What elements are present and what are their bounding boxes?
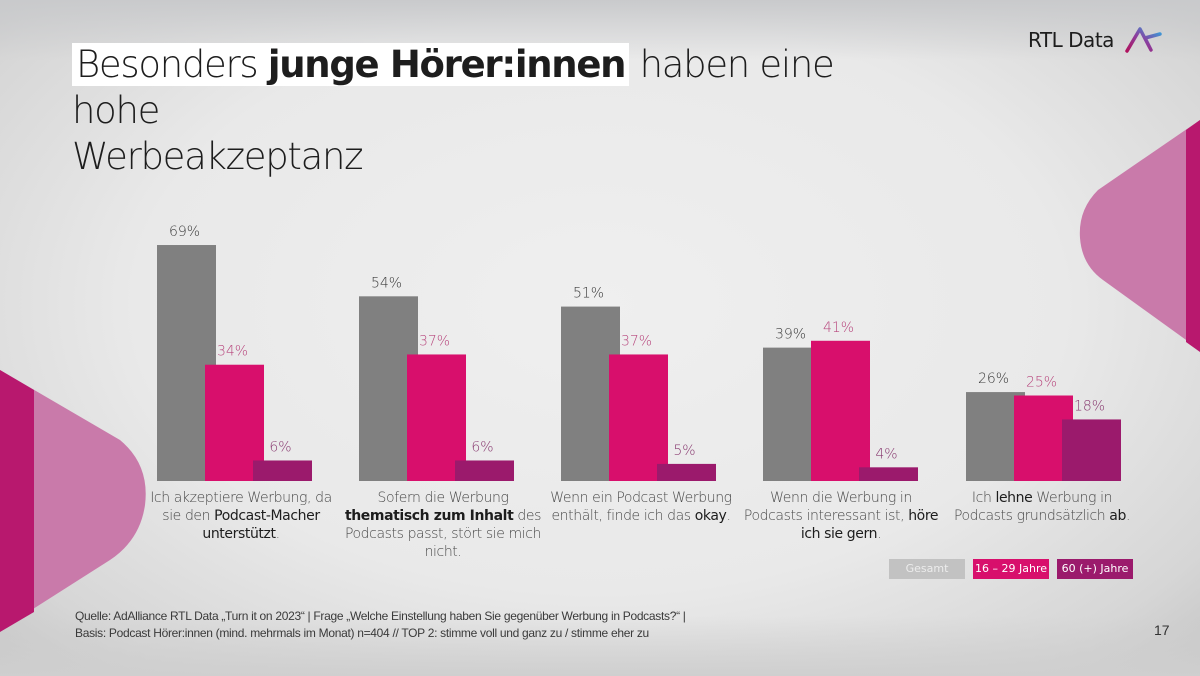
bar-group-5: 26% 25% 18% (966, 371, 1121, 481)
legend-item-60-plus: 60 (+) Jahre (1057, 559, 1133, 579)
data-label-alt-4: 4% (875, 446, 897, 462)
data-label-jung-5: 25% (1026, 375, 1057, 391)
bar-alt-5 (1062, 419, 1121, 481)
category-label-text: Sofern die Werbung (377, 490, 509, 506)
bar-jung-4 (811, 340, 870, 481)
category-label-emphasis: okay (694, 508, 727, 524)
category-label-text: Wenn die Werbung in Podcasts interessant… (743, 490, 912, 524)
left-decor-shape (0, 370, 146, 632)
data-label-alt-3: 5% (673, 443, 695, 459)
title-text-2: haben eine hohe (72, 43, 835, 132)
data-label-gesamt-5: 26% (978, 371, 1009, 387)
title-text-1: Besonders (76, 43, 268, 86)
data-label-alt-1: 6% (269, 439, 291, 455)
category-label-text: Ich akzeptiere Werbung, da sie den (150, 490, 332, 524)
data-label-alt-2: 6% (471, 439, 493, 455)
bar-alt-4 (859, 467, 918, 481)
rtl-data-logo-icon (1125, 27, 1162, 53)
title-highlight: Besonders junge Hörer:innen (72, 43, 630, 86)
data-label-gesamt-3: 51% (573, 286, 604, 302)
category-label-text: . (877, 526, 882, 542)
category-label-text: . (1125, 508, 1131, 524)
bar-group-1: 69% 34% 6% (157, 224, 312, 481)
category-label-5: Ich lehne Werbung in Podcasts grundsätzl… (942, 489, 1142, 525)
right-decor-shape (1079, 120, 1200, 352)
legend-item-gesamt: Gesamt (889, 559, 965, 579)
data-label-jung-1: 34% (217, 344, 248, 360)
page-number: 17 (1154, 622, 1170, 638)
category-label-emphasis: thematisch zum Inhalt (344, 508, 514, 524)
category-label-emphasis: ab (1109, 508, 1126, 524)
category-label-text: Ich (971, 490, 996, 506)
category-label-emphasis: Podcast-Macher unterstützt (202, 508, 320, 542)
data-label-alt-5: 18% (1074, 398, 1105, 414)
category-label-text: Werbung in Podcasts grundsätzlich (953, 490, 1113, 524)
footnote-line-1: Quelle: AdAlliance RTL Data „Turn it on … (75, 609, 686, 623)
category-label-text: des Podcasts passt, stört sie mich nicht… (344, 508, 542, 560)
category-label-text: Wenn ein Podcast Werbung enthält, finde … (550, 490, 732, 524)
footnote-line-2: Basis: Podcast Hörer:innen (mind. mehrma… (75, 626, 649, 640)
category-label-emphasis: lehne (995, 490, 1033, 506)
bar-alt-3 (657, 463, 716, 481)
background-shade-bottom (0, 616, 1200, 676)
category-label-2: Sofern die Werbung thematisch zum Inhalt… (343, 489, 543, 561)
category-label-1: Ich akzeptiere Werbung, da sie den Podca… (141, 489, 341, 543)
category-label-3: Wenn ein Podcast Werbung enthält, finde … (541, 489, 741, 525)
category-label-4: Wenn die Werbung in Podcasts interessant… (741, 489, 941, 543)
source-footnote: Quelle: AdAlliance RTL Data „Turn it on … (75, 608, 686, 642)
data-label-gesamt-4: 39% (775, 327, 806, 343)
bar-jung-2 (407, 354, 466, 481)
logo-text: RTL Data (1028, 28, 1114, 52)
category-label-text: . (275, 526, 280, 542)
bar-jung-3 (609, 354, 668, 481)
legend-item-16-29: 16 – 29 Jahre (973, 559, 1049, 579)
category-label-emphasis: höre ich sie gern (800, 508, 939, 542)
data-label-gesamt-1: 69% (169, 224, 200, 240)
title-bold: junge Hörer:innen (267, 43, 627, 86)
rtl-data-logo: RTL Data (1028, 26, 1164, 54)
data-label-jung-2: 37% (419, 333, 450, 349)
title-text-line2: Werbeakzeptanz (72, 135, 364, 178)
bar-group-4: 39% 41% 4% (763, 320, 918, 481)
category-label-text: . (726, 508, 731, 524)
bar-group-3: 51% 37% 5% (561, 286, 716, 481)
slide-title: Besonders junge Hörer:innen haben eine h… (72, 42, 872, 180)
data-label-jung-3: 37% (621, 333, 652, 349)
data-label-gesamt-2: 54% (371, 275, 402, 291)
data-label-jung-4: 41% (823, 320, 854, 336)
bar-alt-1 (253, 460, 312, 481)
chart-legend: Gesamt 16 – 29 Jahre 60 (+) Jahre (889, 559, 1133, 579)
bar-alt-2 (455, 460, 514, 481)
bar-group-2: 54% 37% 6% (359, 275, 514, 481)
